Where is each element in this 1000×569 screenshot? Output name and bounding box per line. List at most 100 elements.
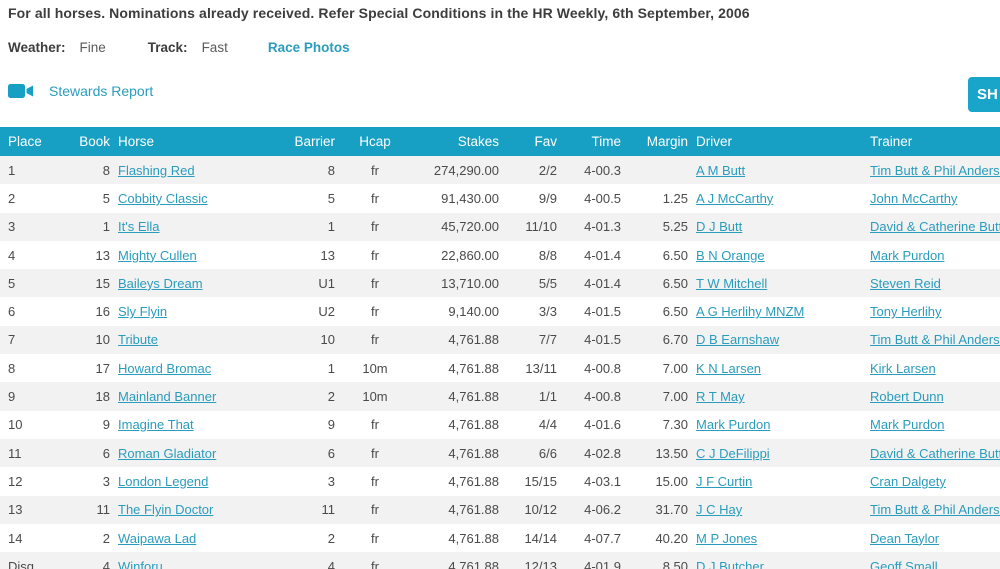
horse-link[interactable]: It's Ella [118,219,160,235]
time-cell: 4-01.6 [584,417,621,433]
fav-cell: 8/8 [538,247,557,263]
trainer-link[interactable]: Tim Butt & Phil Anderson [870,502,1000,518]
trainer-link[interactable]: David & Catherine Butt [870,445,1000,461]
horse-link[interactable]: Roman Gladiator [118,445,217,461]
book-cell: 6 [102,445,110,461]
trainer-link[interactable]: David & Catherine Butt [870,219,1000,235]
horse-link[interactable]: Howard Bromac [118,360,212,376]
time-cell: 4-01.5 [584,304,621,320]
trainer-cell: Robert Dunn [862,382,1000,410]
driver-link[interactable]: M P Jones [696,530,758,546]
stewards-report-link[interactable]: Stewards Report [49,83,154,99]
driver-link[interactable]: J F Curtin [696,473,753,489]
trainer-link[interactable]: Robert Dunn [870,389,944,405]
horse-link[interactable]: Flashing Red [118,162,195,178]
trainer-cell: Geoff Small [862,552,1000,569]
barrier-cell: 2 [327,389,335,405]
trainer-link[interactable]: Steven Reid [870,275,941,291]
time-cell: 4-07.7 [584,530,621,546]
driver-link[interactable]: C J DeFilippi [696,445,770,461]
trainer-link[interactable]: Kirk Larsen [870,360,936,376]
hcap-cell: 10m [362,360,388,376]
table-row: 5 15 Baileys Dream U1 fr 13,710.00 5/5 4-01.4 6.… [0,269,1000,298]
driver-link[interactable]: A G Herlihy MNZM [696,304,805,320]
stakes-cell: 45,720.00 [441,219,499,235]
col-header-hcap: Hcap [335,127,415,156]
horse-link[interactable]: Tribute [118,332,158,348]
fav-cell: 2/2 [538,162,557,178]
table-row: 1 8 Flashing Red 8 fr 274,290.00 2/2 4-00.3 A M … [0,156,1000,185]
driver-link[interactable]: R T May [696,389,745,405]
share-button[interactable]: SH [968,77,1000,112]
horse-link[interactable]: Mainland Banner [118,389,217,405]
horse-link[interactable]: Imagine That [118,417,194,433]
fav-cell: 14/14 [524,530,557,546]
fav-cell: 1/1 [538,389,557,405]
driver-link[interactable]: B N Orange [696,247,765,263]
col-header-horse: Horse [110,127,282,156]
driver-link[interactable]: A J McCarthy [696,190,774,206]
trainer-link[interactable]: Mark Purdon [870,417,945,433]
stakes-cell: 4,761.88 [448,530,499,546]
driver-link[interactable]: A M Butt [696,162,746,178]
horse-link[interactable]: Waipawa Lad [118,530,197,546]
col-header-time: Time [557,127,621,156]
horse-cell: It's Ella [110,213,282,241]
stakes-cell: 13,710.00 [441,275,499,291]
barrier-cell: 1 [327,360,335,376]
trainer-link[interactable]: Tony Herlihy [870,304,942,320]
fav-cell: 7/7 [538,332,557,348]
driver-link[interactable]: Mark Purdon [696,417,771,433]
trainer-link[interactable]: Mark Purdon [870,247,945,263]
trainer-link[interactable]: John McCarthy [870,190,958,206]
table-row: 2 5 Cobbity Classic 5 fr 91,430.00 9/9 4-00.5 1.… [0,184,1000,212]
margin-cell: 6.50 [662,304,688,320]
fav-cell: 12/13 [524,558,557,569]
driver-link[interactable]: J C Hay [696,502,743,518]
driver-link[interactable]: D B Earnshaw [696,332,780,348]
driver-link[interactable]: D J Butcher [696,558,764,569]
time-cell: 4-01.5 [584,332,621,348]
driver-link[interactable]: T W Mitchell [696,275,768,291]
stakes-cell: 4,761.88 [448,389,499,405]
trainer-cell: Kirk Larsen [862,354,1000,382]
trainer-link[interactable]: Cran Dalgety [870,473,946,489]
trainer-link[interactable]: Tim Butt & Phil Anderson [870,162,1000,178]
book-cell: 17 [95,360,110,376]
trainer-cell: Mark Purdon [862,241,1000,269]
horse-cell: Howard Bromac [110,354,282,382]
trainer-link[interactable]: Tim Butt & Phil Anderson [870,332,1000,348]
col-header-margin: Margin [621,127,688,156]
race-photos-link[interactable]: Race Photos [267,40,350,55]
trainer-cell: Cran Dalgety [862,467,1000,495]
stakes-cell: 91,430.00 [441,190,499,206]
trainer-link[interactable]: Dean Taylor [870,530,940,546]
horse-link[interactable]: Baileys Dream [118,275,203,291]
barrier-cell: 8 [327,162,335,178]
table-row: 14 2 Waipawa Lad 2 fr 4,761.88 14/14 4-07.7 40.2… [0,524,1000,552]
stakes-cell: 9,140.00 [448,304,499,320]
time-cell: 4-01.3 [584,219,621,235]
table-row: Disq 4 Winforu 4 fr 4,761.88 12/13 4-01.9 8.50 D … [0,552,1000,569]
table-row: 4 13 Mighty Cullen 13 fr 22,860.00 8/8 4-01.4 6.… [0,241,1000,269]
horse-link[interactable]: Mighty Cullen [118,247,197,263]
table-row: 3 1 It's Ella 1 fr 45,720.00 11/10 4-01.3 5.25 D … [0,212,1000,241]
table-row: 12 3 London Legend 3 fr 4,761.88 15/15 4-03.1 15… [0,467,1000,495]
driver-cell: T W Mitchell [688,269,862,297]
driver-link[interactable]: K N Larsen [696,360,762,376]
trainer-cell: Steven Reid [862,269,1000,297]
barrier-cell: 4 [327,558,335,569]
horse-link[interactable]: Winforu [118,558,163,569]
stakes-cell: 4,761.88 [448,558,499,569]
horse-link[interactable]: The Flyin Doctor [118,502,214,518]
driver-cell: C J DeFilippi [688,439,862,467]
horse-link[interactable]: Cobbity Classic [118,190,208,206]
horse-link[interactable]: London Legend [118,473,209,489]
book-cell: 11 [96,502,111,518]
horse-cell: Winforu [110,552,282,569]
trainer-cell: Tim Butt & Phil Anderson [862,326,1000,354]
margin-cell [621,156,688,184]
horse-link[interactable]: Sly Flyin [118,304,168,320]
trainer-link[interactable]: Geoff Small [870,558,938,569]
driver-link[interactable]: D J Butt [696,219,743,235]
